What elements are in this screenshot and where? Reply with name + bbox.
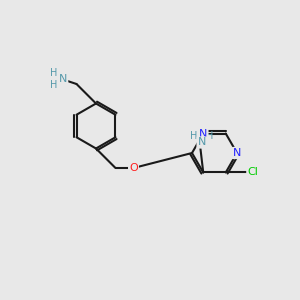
Text: H: H xyxy=(190,130,197,141)
Text: N: N xyxy=(233,148,241,158)
Text: N: N xyxy=(198,137,206,148)
Text: N: N xyxy=(199,128,207,139)
Text: Cl: Cl xyxy=(247,167,258,178)
Text: H: H xyxy=(206,130,214,141)
Text: O: O xyxy=(129,163,138,173)
Text: H: H xyxy=(50,68,57,78)
Text: H: H xyxy=(50,80,57,90)
Text: N: N xyxy=(59,74,67,85)
